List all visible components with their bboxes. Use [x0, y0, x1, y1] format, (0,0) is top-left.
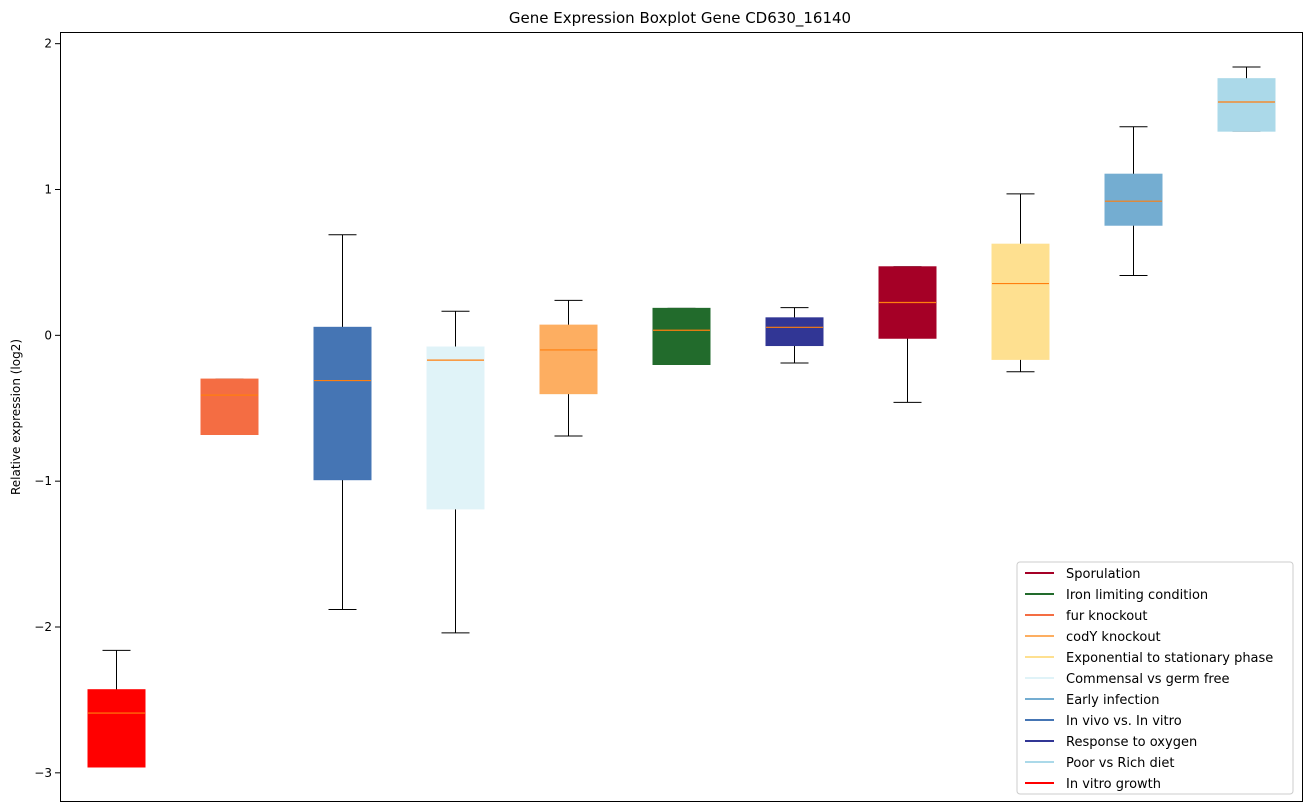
- legend-item: In vivo vs. In vitro: [1025, 714, 1182, 729]
- box-sporulation: [878, 266, 937, 403]
- y-tick-label: 0: [44, 328, 52, 342]
- legend-item: Iron limiting condition: [1025, 588, 1208, 603]
- legend-item: In vitro growth: [1025, 777, 1161, 792]
- legend-item: Commensal vs germ free: [1025, 672, 1229, 687]
- chart-title: Gene Expression Boxplot Gene CD630_16140: [509, 9, 851, 28]
- box-body: [426, 346, 485, 510]
- legend-item: Response to oxygen: [1025, 735, 1197, 750]
- box-exponential-to-stationary-phase: [991, 193, 1050, 373]
- y-tick-label: 2: [44, 37, 52, 51]
- legend-item: Sporulation: [1025, 567, 1141, 582]
- legend-label: codY knockout: [1066, 630, 1161, 645]
- box-body: [991, 243, 1050, 360]
- box-body: [87, 689, 146, 768]
- box-response-to-oxygen: [765, 307, 824, 364]
- legend-label: Exponential to stationary phase: [1066, 651, 1273, 666]
- legend-item: codY knockout: [1025, 630, 1161, 645]
- legend-label: Sporulation: [1066, 567, 1141, 582]
- box-cody-knockout: [539, 299, 598, 437]
- legend-label: fur knockout: [1066, 609, 1148, 624]
- box-body: [539, 324, 598, 395]
- legend-item: Exponential to stationary phase: [1025, 651, 1273, 666]
- box-in-vitro-growth: [87, 649, 146, 768]
- box-poor-vs-rich-diet: [1217, 66, 1276, 132]
- legend-item: Poor vs Rich diet: [1025, 756, 1174, 771]
- box-body: [200, 378, 259, 436]
- legend-label: Poor vs Rich diet: [1066, 756, 1174, 771]
- y-tick-label: −1: [34, 474, 52, 488]
- legend-label: In vitro growth: [1066, 777, 1161, 792]
- y-tick-label: −2: [34, 620, 52, 634]
- box-fur-knockout: [200, 378, 259, 436]
- legend-item: fur knockout: [1025, 609, 1148, 624]
- box-body: [765, 317, 824, 347]
- legend-label: Response to oxygen: [1066, 735, 1197, 750]
- legend-label: Commensal vs germ free: [1066, 672, 1229, 687]
- legend-label: In vivo vs. In vitro: [1066, 714, 1182, 729]
- legend-label: Iron limiting condition: [1066, 588, 1208, 603]
- legend-box: [1016, 561, 1294, 795]
- y-tick-label: −3: [34, 766, 52, 780]
- box-in-vivo-vs-in-vitro: [313, 234, 372, 610]
- y-tick-label: 1: [44, 183, 52, 197]
- plot-frame: [60, 32, 1303, 802]
- box-body: [1217, 78, 1276, 132]
- box-body: [313, 326, 372, 481]
- legend-label: Early infection: [1066, 693, 1159, 708]
- box-body: [652, 307, 711, 365]
- box-commensal-vs-germ-free: [426, 310, 485, 634]
- legend-item: Early infection: [1025, 693, 1159, 708]
- y-axis-label: Relative expression (log2): [9, 339, 23, 495]
- box-iron-limiting-condition: [652, 307, 711, 365]
- box-body: [1104, 173, 1163, 226]
- box-early-infection: [1104, 126, 1163, 277]
